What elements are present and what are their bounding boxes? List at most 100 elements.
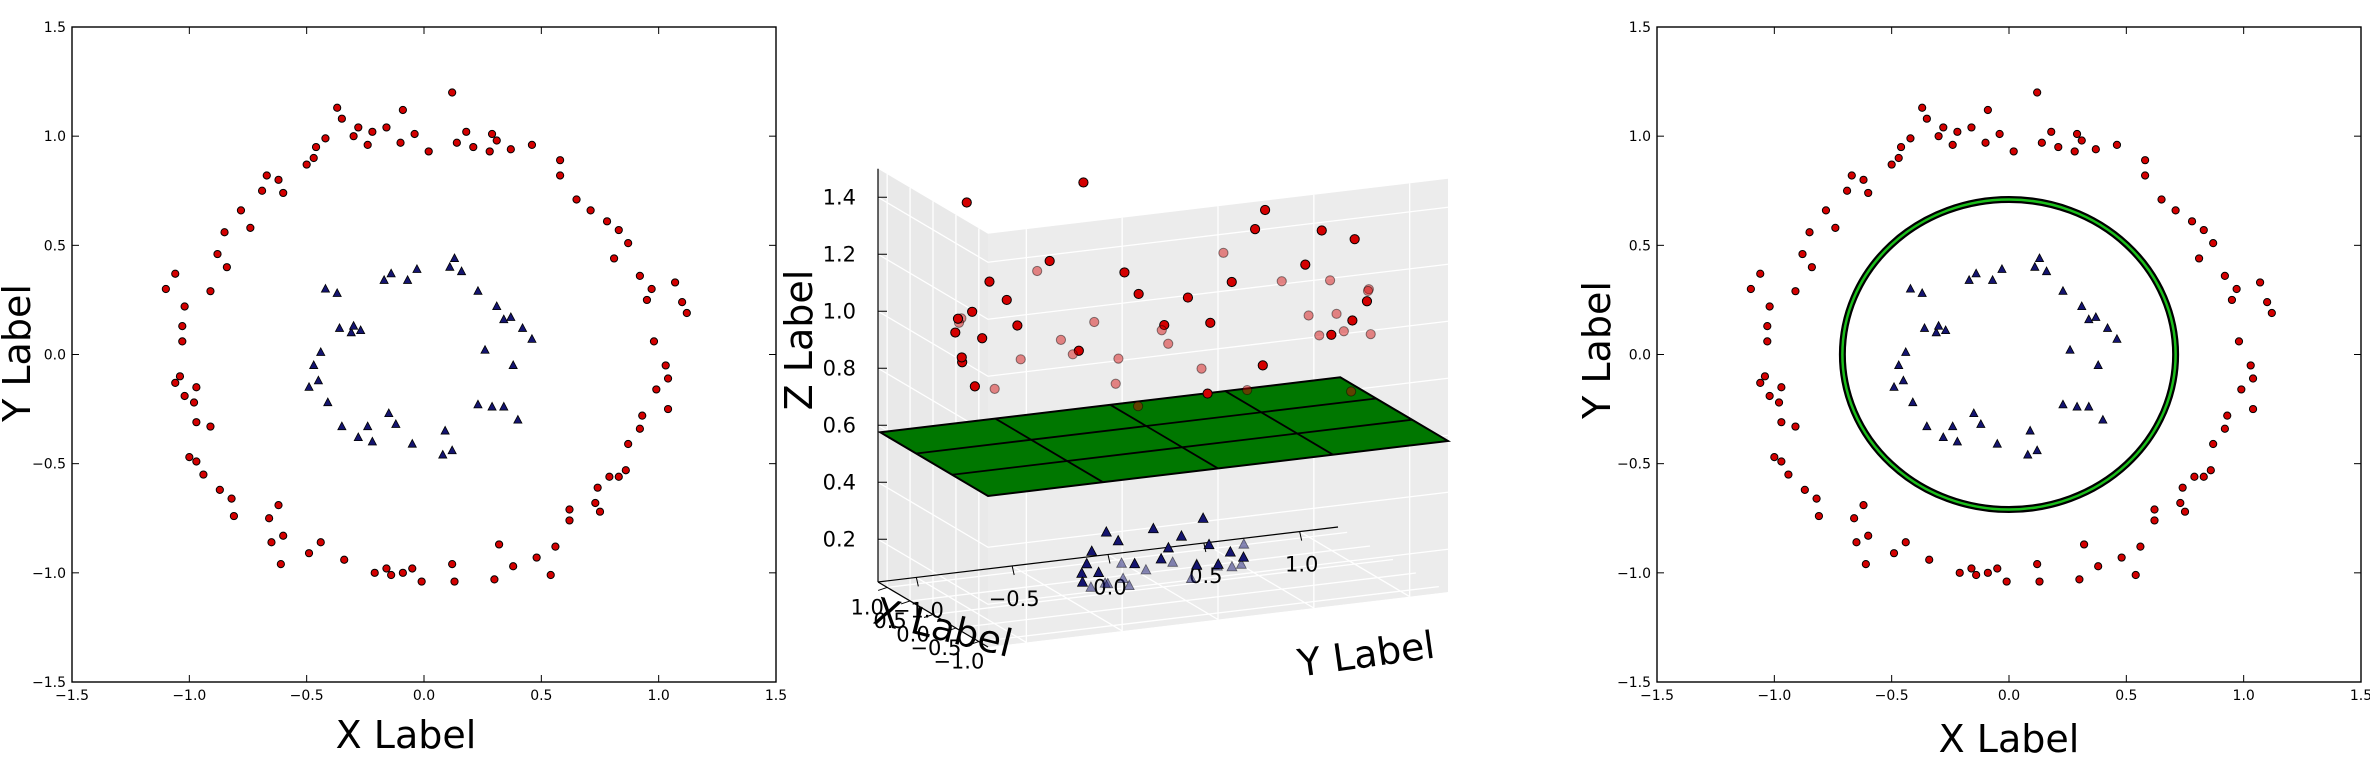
red-circle-point bbox=[408, 564, 417, 573]
red-circle-point bbox=[2033, 88, 2042, 97]
red-circle-point bbox=[1314, 330, 1325, 341]
plane-grid-line bbox=[1109, 404, 1219, 470]
blue-triangle-point bbox=[1908, 397, 1918, 407]
y-tick-label: −1.0 bbox=[893, 598, 944, 622]
blue-triangle-point bbox=[2065, 344, 2075, 354]
z-grid-line bbox=[877, 253, 1449, 320]
red-circle-point bbox=[267, 538, 276, 547]
red-circle-point bbox=[1073, 345, 1084, 356]
red-circle-point bbox=[1770, 453, 1779, 462]
x-tick-label: −0.5 bbox=[910, 636, 961, 660]
blue-triangle-point bbox=[445, 261, 455, 271]
red-circle-point bbox=[321, 134, 330, 143]
red-circle-point bbox=[206, 422, 215, 431]
red-circle-point bbox=[593, 483, 602, 492]
red-circle-point bbox=[1864, 531, 1873, 540]
red-circle-point bbox=[649, 337, 659, 346]
red-circle-point bbox=[410, 129, 419, 139]
red-circle-point bbox=[1756, 378, 1765, 387]
red-circle-point bbox=[2009, 147, 2018, 156]
blue-triangle-point bbox=[1076, 567, 1088, 578]
blue-triangle-point bbox=[1987, 274, 1998, 284]
z-grid-line bbox=[877, 538, 1449, 605]
x-tick-label: −1.0 bbox=[1757, 688, 1791, 704]
z-axis-label: Z Label bbox=[777, 270, 821, 411]
red-circle-point bbox=[1202, 388, 1213, 399]
red-circle-point bbox=[492, 136, 501, 145]
red-circle-point bbox=[956, 352, 967, 363]
data-marks-above-plane bbox=[950, 177, 1376, 412]
blue-triangle-point bbox=[2091, 312, 2101, 321]
blue-triangle-point bbox=[438, 449, 448, 459]
red-circle-point bbox=[257, 186, 267, 195]
red-circle-point bbox=[337, 114, 346, 123]
red-circle-point bbox=[1760, 372, 1770, 381]
red-circle-point bbox=[1967, 564, 1976, 573]
red-circle-point bbox=[485, 147, 494, 156]
red-circle-point bbox=[1001, 294, 1012, 306]
red-circle-point bbox=[1967, 123, 1976, 132]
red-circle-point bbox=[1861, 560, 1870, 569]
red-circle-point bbox=[171, 378, 180, 387]
blue-triangle-point bbox=[320, 283, 331, 293]
red-circle-point bbox=[638, 411, 647, 420]
y-tick-mark bbox=[1299, 531, 1303, 541]
red-circle-point bbox=[2094, 562, 2103, 571]
red-circle-point bbox=[1864, 188, 1873, 198]
red-circle-point bbox=[192, 418, 201, 427]
blue-triangle-point bbox=[527, 333, 537, 343]
blue-triangle-point bbox=[499, 314, 509, 324]
boundary-circle-fill bbox=[1841, 198, 2177, 511]
red-circle-point bbox=[642, 295, 652, 305]
x-tick-label: −1.5 bbox=[55, 688, 89, 704]
red-circle-point bbox=[556, 171, 565, 180]
red-circle-point bbox=[452, 138, 461, 147]
blue-triangle-point bbox=[1901, 346, 1911, 356]
blue-triangle-point bbox=[1969, 408, 1979, 418]
x-tick-label: −1.0 bbox=[933, 650, 984, 674]
x-tick-mark bbox=[878, 586, 888, 591]
z-tick-label: 0.8 bbox=[823, 356, 856, 380]
red-circle-point bbox=[952, 313, 964, 324]
red-circle-point bbox=[1156, 325, 1167, 336]
data-marks-below-plane bbox=[1076, 512, 1250, 592]
red-circle-point bbox=[1316, 225, 1327, 236]
blue-triangle-point bbox=[2093, 360, 2103, 369]
blue-triangle-point bbox=[308, 360, 319, 369]
blue-triangle-point bbox=[1086, 545, 1098, 556]
x-tick-label: 1.0 bbox=[648, 688, 670, 704]
red-circle-point bbox=[621, 466, 630, 475]
panel-right-2d-scatter-boundary: −1.5−1.5 −1.0 −1.0 −0.5 −0.5 0.0 0.0 0.5 0.5 1.0 1… bbox=[1575, 20, 2370, 761]
x-tick-label: 0.0 bbox=[896, 623, 929, 647]
red-circle-point bbox=[1226, 276, 1237, 288]
red-circle-point bbox=[220, 228, 229, 237]
red-circle-point bbox=[506, 145, 515, 154]
blue-triangle-point bbox=[346, 327, 356, 337]
red-circle-point bbox=[2131, 570, 2140, 580]
blue-triangle-point bbox=[1191, 559, 1203, 570]
y-tick-label: 0.5 bbox=[1629, 238, 1651, 254]
red-circle-point bbox=[2178, 483, 2187, 492]
red-circle-point bbox=[2187, 217, 2197, 226]
red-circle-point bbox=[396, 138, 405, 147]
red-circle-point bbox=[448, 88, 457, 97]
red-circle-point bbox=[178, 322, 187, 331]
red-circle-point bbox=[2248, 404, 2258, 414]
red-circle-point bbox=[180, 391, 189, 401]
x-axis-label: X Label bbox=[1939, 717, 2080, 760]
red-circle-point bbox=[309, 153, 318, 163]
blue-triangle-point bbox=[1203, 538, 1215, 550]
y-tick-label: 0.0 bbox=[44, 348, 66, 364]
red-circle-point bbox=[2150, 516, 2159, 525]
red-circle-point bbox=[1196, 363, 1207, 374]
red-circle-point bbox=[246, 223, 255, 232]
blue-triangle-point bbox=[508, 360, 518, 369]
z-tick-label: 1.0 bbox=[823, 299, 856, 323]
red-circle-point bbox=[1798, 249, 1807, 259]
blue-triangle-point bbox=[1123, 579, 1135, 590]
blue-triangle-point bbox=[1081, 557, 1093, 569]
red-circle-point bbox=[192, 457, 201, 466]
blue-triangle-point bbox=[480, 344, 490, 354]
y-tick-label: 1.0 bbox=[1285, 553, 1318, 577]
red-circle-point bbox=[663, 374, 673, 383]
